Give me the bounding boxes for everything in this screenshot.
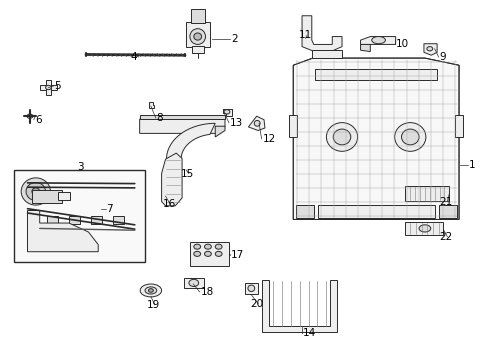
Bar bbox=[245, 283, 257, 294]
Ellipse shape bbox=[371, 37, 385, 44]
Polygon shape bbox=[311, 50, 341, 58]
Polygon shape bbox=[27, 211, 98, 252]
Ellipse shape bbox=[254, 121, 260, 126]
Ellipse shape bbox=[45, 85, 51, 90]
Ellipse shape bbox=[418, 225, 430, 232]
Text: 11: 11 bbox=[299, 31, 312, 40]
Text: 3: 3 bbox=[77, 162, 84, 172]
Ellipse shape bbox=[193, 251, 200, 256]
Polygon shape bbox=[215, 126, 224, 137]
Polygon shape bbox=[45, 80, 51, 95]
Text: 21: 21 bbox=[439, 197, 452, 207]
Bar bbox=[405, 186, 448, 201]
Text: 13: 13 bbox=[229, 118, 243, 128]
Ellipse shape bbox=[224, 110, 229, 114]
Polygon shape bbox=[140, 119, 224, 134]
Text: 1: 1 bbox=[468, 160, 474, 170]
Ellipse shape bbox=[426, 46, 432, 51]
Ellipse shape bbox=[394, 123, 425, 151]
Ellipse shape bbox=[189, 29, 205, 44]
Ellipse shape bbox=[215, 251, 222, 256]
Text: 14: 14 bbox=[303, 328, 316, 338]
Text: 16: 16 bbox=[162, 199, 176, 210]
Polygon shape bbox=[222, 109, 232, 116]
Bar bbox=[183, 278, 203, 288]
Bar bbox=[14, 170, 145, 262]
Bar bbox=[405, 222, 443, 234]
Ellipse shape bbox=[326, 123, 357, 151]
Ellipse shape bbox=[193, 33, 201, 40]
Ellipse shape bbox=[32, 188, 40, 195]
Text: 9: 9 bbox=[439, 52, 445, 62]
Ellipse shape bbox=[21, 178, 50, 205]
Polygon shape bbox=[140, 116, 224, 119]
Ellipse shape bbox=[215, 244, 222, 249]
Text: 18: 18 bbox=[200, 287, 213, 297]
Text: 15: 15 bbox=[181, 168, 194, 179]
Text: 8: 8 bbox=[157, 113, 163, 123]
Ellipse shape bbox=[193, 244, 200, 249]
Polygon shape bbox=[161, 153, 182, 206]
Polygon shape bbox=[454, 116, 462, 137]
Polygon shape bbox=[47, 216, 58, 224]
Polygon shape bbox=[289, 116, 297, 137]
Polygon shape bbox=[438, 205, 456, 218]
Polygon shape bbox=[91, 216, 102, 224]
Text: 10: 10 bbox=[395, 39, 408, 49]
Bar bbox=[32, 190, 61, 203]
Text: 19: 19 bbox=[147, 300, 160, 310]
Ellipse shape bbox=[247, 285, 254, 292]
Polygon shape bbox=[69, 216, 80, 224]
Polygon shape bbox=[360, 44, 369, 51]
Polygon shape bbox=[166, 123, 215, 165]
Ellipse shape bbox=[204, 244, 211, 249]
Polygon shape bbox=[295, 205, 313, 218]
Ellipse shape bbox=[145, 287, 157, 294]
Ellipse shape bbox=[27, 114, 33, 118]
Bar bbox=[58, 192, 70, 200]
Text: 4: 4 bbox=[131, 52, 137, 62]
Bar bbox=[317, 205, 434, 218]
Text: 20: 20 bbox=[250, 299, 263, 309]
Polygon shape bbox=[293, 58, 458, 220]
Bar bbox=[190, 9, 204, 23]
Text: 22: 22 bbox=[439, 232, 452, 242]
Ellipse shape bbox=[401, 129, 418, 145]
Ellipse shape bbox=[26, 183, 45, 201]
Bar bbox=[191, 46, 203, 53]
Text: 5: 5 bbox=[54, 81, 61, 91]
Bar bbox=[189, 242, 228, 266]
Polygon shape bbox=[113, 216, 123, 224]
Text: 12: 12 bbox=[262, 134, 275, 144]
Text: 17: 17 bbox=[230, 250, 244, 260]
Polygon shape bbox=[185, 22, 210, 47]
Polygon shape bbox=[360, 37, 395, 44]
Text: 2: 2 bbox=[230, 35, 237, 44]
Ellipse shape bbox=[188, 279, 198, 287]
Text: 7: 7 bbox=[106, 204, 113, 214]
Bar bbox=[315, 69, 436, 80]
Polygon shape bbox=[149, 102, 154, 108]
Polygon shape bbox=[248, 116, 264, 131]
Ellipse shape bbox=[148, 289, 153, 292]
Polygon shape bbox=[261, 280, 336, 332]
Ellipse shape bbox=[204, 251, 211, 256]
Ellipse shape bbox=[332, 129, 350, 145]
Polygon shape bbox=[302, 16, 341, 51]
Polygon shape bbox=[40, 85, 57, 90]
Text: 6: 6 bbox=[35, 115, 41, 125]
Polygon shape bbox=[423, 44, 436, 55]
Ellipse shape bbox=[140, 284, 161, 297]
